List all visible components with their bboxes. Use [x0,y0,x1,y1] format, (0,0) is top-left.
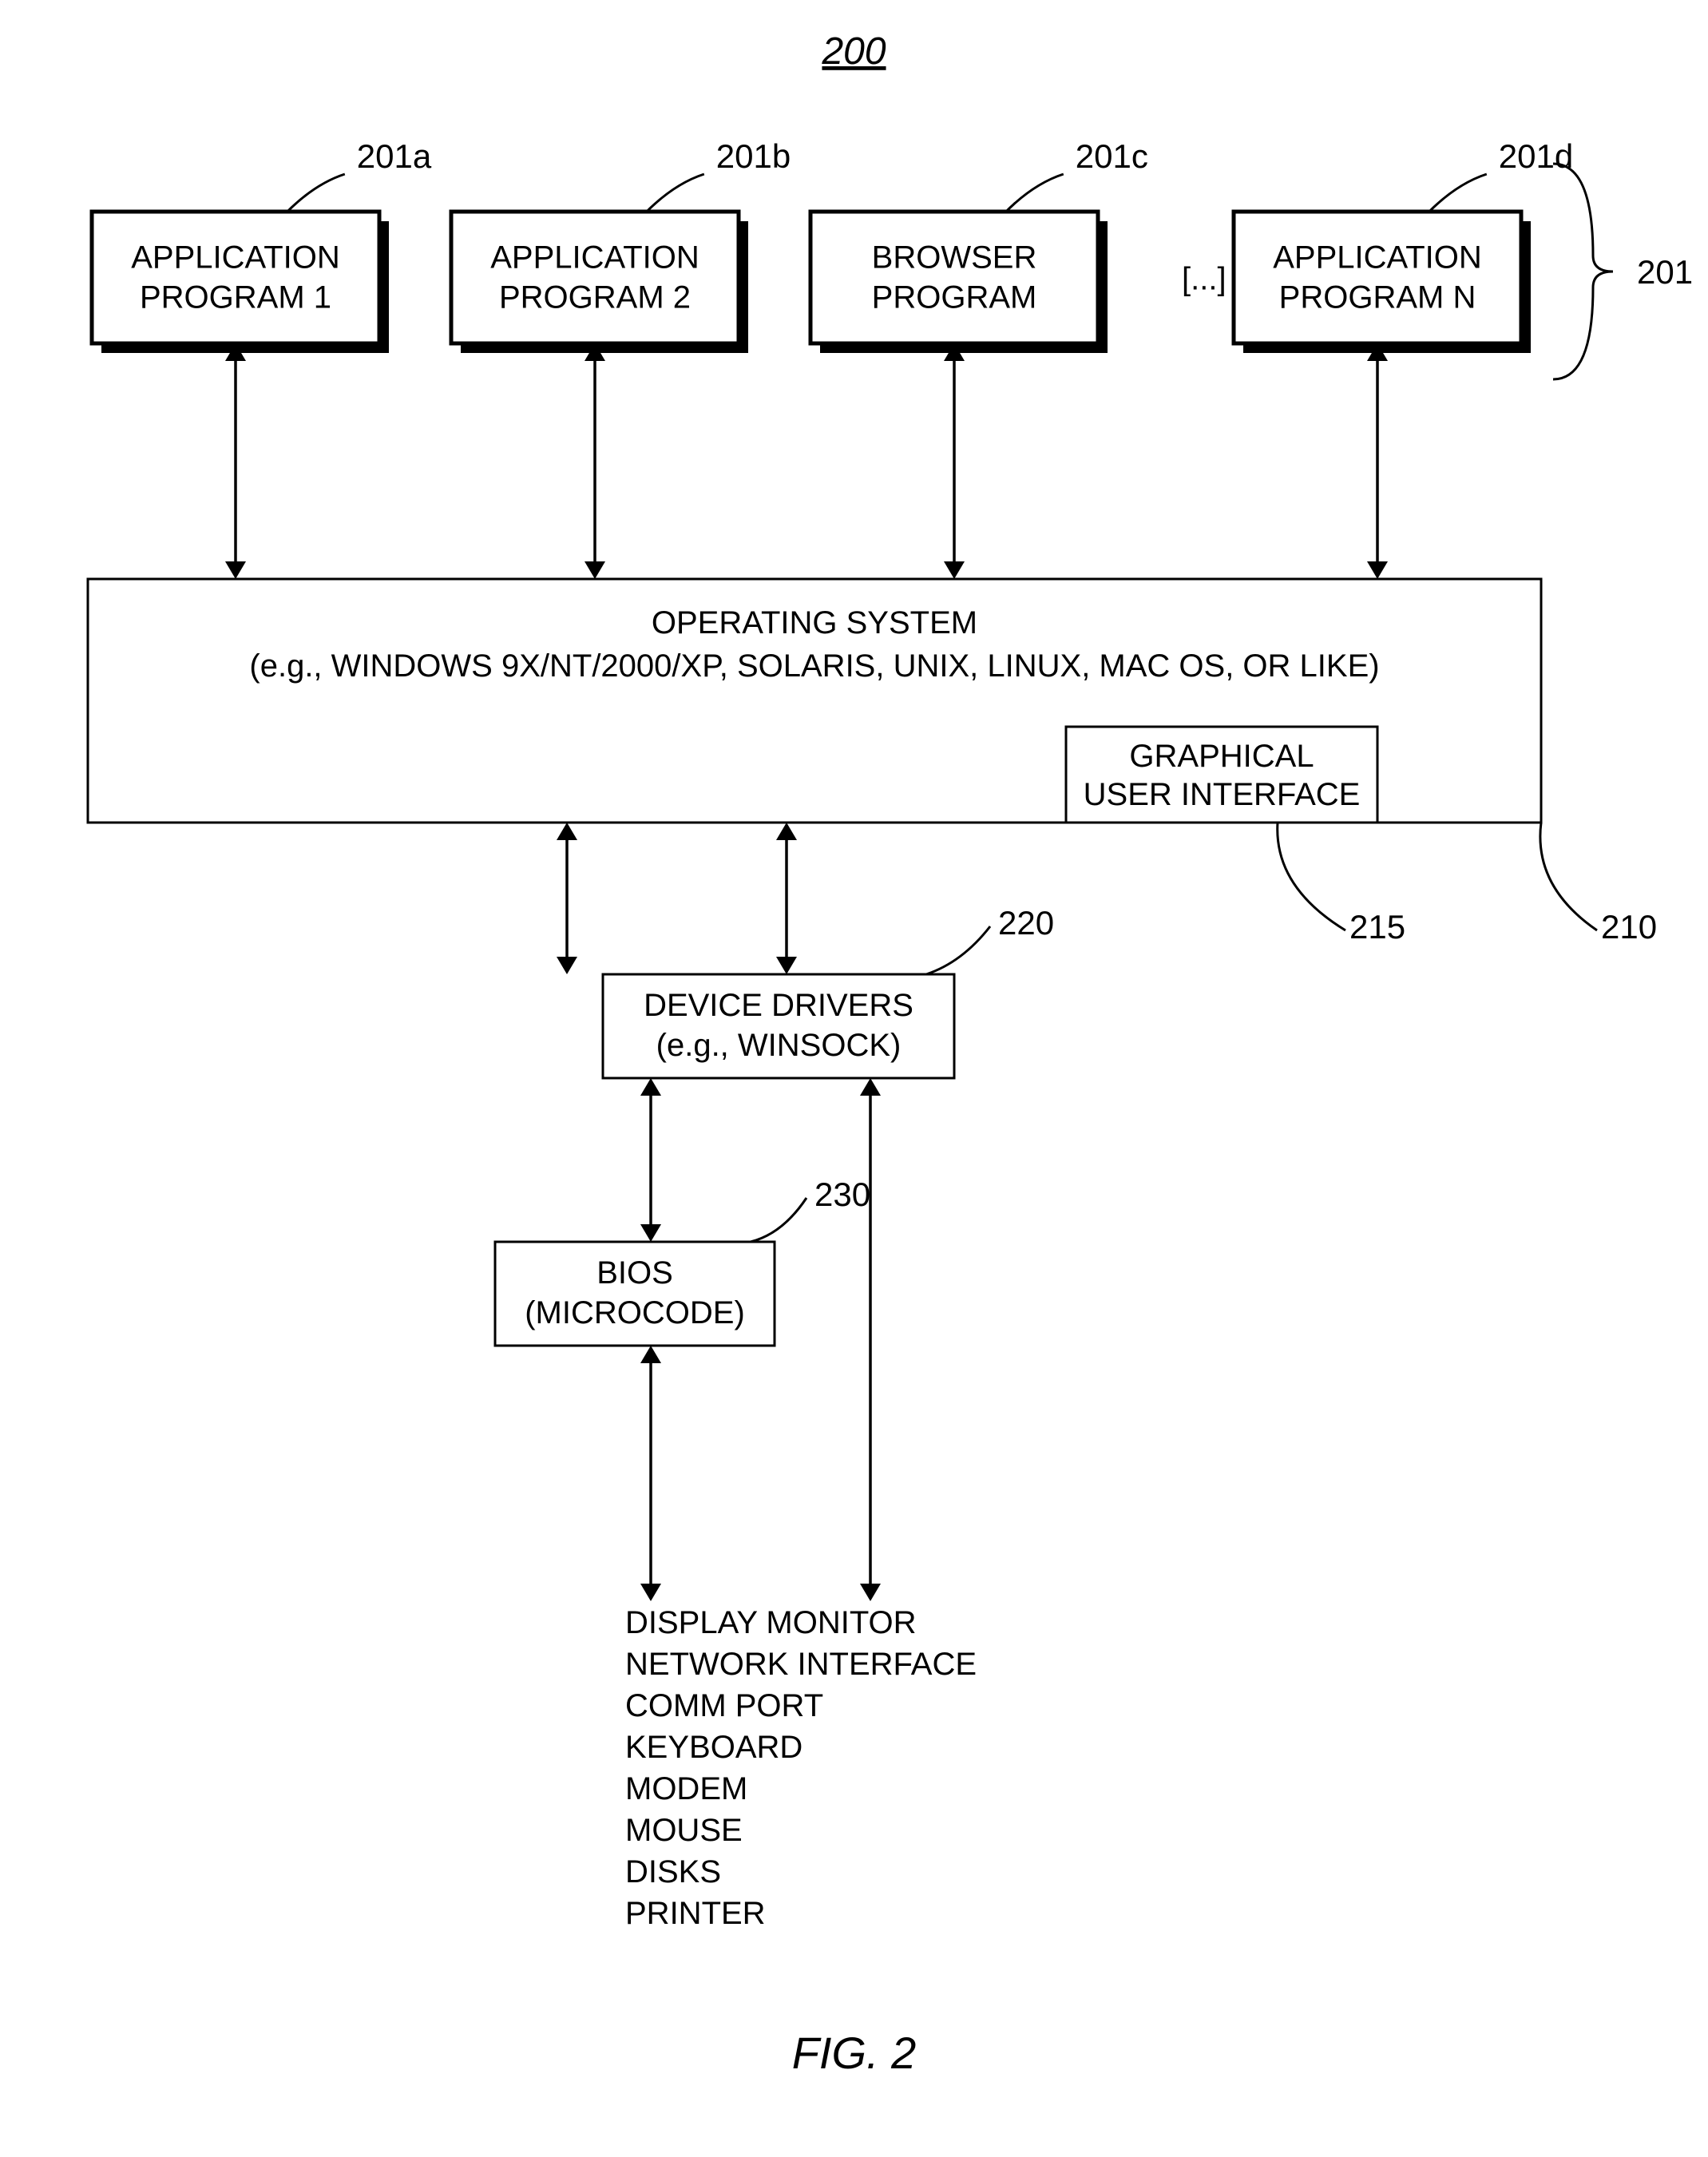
svg-text:PROGRAM 2: PROGRAM 2 [499,280,691,315]
ref-201c: 201c [1076,137,1148,175]
bios-label: BIOS [596,1255,673,1291]
app-box-1 [451,212,739,343]
ref-230: 230 [814,1176,870,1213]
device-list-item: NETWORK INTERFACE [625,1647,977,1682]
device-list-item: MODEM [625,1771,747,1806]
svg-text:USER INTERFACE: USER INTERFACE [1084,777,1361,812]
ref-215: 215 [1349,908,1405,946]
os-title: OPERATING SYSTEM [652,605,977,640]
drivers-label: DEVICE DRIVERS [644,988,913,1023]
app-label: APPLICATION [490,240,699,276]
device-list-item: MOUSE [625,1813,743,1848]
svg-text:PROGRAM N: PROGRAM N [1279,280,1476,315]
svg-text:PROGRAM 1: PROGRAM 1 [140,280,331,315]
ref-220: 220 [998,904,1054,942]
gui-label: GRAPHICAL [1129,739,1314,774]
ref-210: 210 [1601,908,1657,946]
app-box-0 [92,212,379,343]
device-list-item: COMM PORT [625,1688,823,1723]
app-label: APPLICATION [131,240,340,276]
svg-text:(MICROCODE): (MICROCODE) [525,1295,745,1330]
device-list-item: DISKS [625,1854,721,1889]
app-box-3 [1234,212,1521,343]
app-label: APPLICATION [1273,240,1482,276]
ref-201b: 201b [716,137,791,175]
device-list-item: KEYBOARD [625,1730,802,1765]
ref-201: 201 [1637,253,1693,291]
apps-group-bracket [1553,164,1613,379]
svg-text:PROGRAM: PROGRAM [872,280,1037,315]
figure-number-top: 200 [821,30,886,73]
ref-201a: 201a [357,137,432,175]
app-label: BROWSER [872,240,1037,276]
device-list-item: PRINTER [625,1896,766,1931]
ref-201d: 201d [1499,137,1573,175]
svg-text:(e.g., WINSOCK): (e.g., WINSOCK) [656,1028,902,1063]
device-list-item: DISPLAY MONITOR [625,1605,917,1640]
os-subtitle: (e.g., WINDOWS 9X/NT/2000/XP, SOLARIS, U… [249,648,1379,684]
app-box-2 [810,212,1098,343]
figure-caption: FIG. 2 [792,2028,917,2078]
apps-ellipsis: [...] [1182,262,1227,297]
